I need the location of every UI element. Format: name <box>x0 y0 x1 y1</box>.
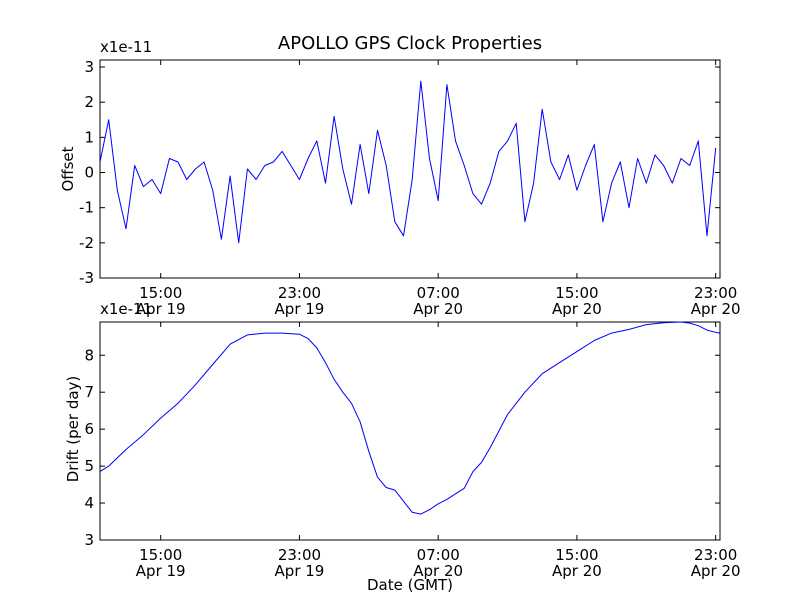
offset-ytick-label: 0 <box>84 164 94 182</box>
chart-title: APOLLO GPS Clock Properties <box>277 33 543 54</box>
offset-series-line <box>99 80 717 244</box>
drift-ytick-label: 8 <box>84 346 94 364</box>
drift-xtick-date: Apr 19 <box>136 562 186 580</box>
offset-ytick-label: 1 <box>84 128 94 146</box>
offset-xtick-time: 15:00 <box>139 284 182 302</box>
offset-xtick-date: Apr 19 <box>275 300 325 318</box>
offset-plot-frame <box>99 59 721 279</box>
offset-ytick-label: 2 <box>84 93 94 111</box>
bottom-scale-label: x1e-11 <box>100 300 153 318</box>
offset-xtick-date: Apr 20 <box>691 300 741 318</box>
drift-ytick-label: 7 <box>84 383 94 401</box>
drift-xtick-time: 07:00 <box>417 546 460 564</box>
drift-xtick-date: Apr 20 <box>413 562 463 580</box>
offset-xtick-time: 23:00 <box>694 284 737 302</box>
offset-xtick-time: 23:00 <box>278 284 321 302</box>
offset-ytick-label: -3 <box>79 269 94 287</box>
drift-ytick-label: 6 <box>84 420 94 438</box>
offset-ytick-label: -1 <box>79 199 94 217</box>
drift-xtick-time: 23:00 <box>694 546 737 564</box>
drift-xtick-date: Apr 20 <box>691 562 741 580</box>
offset-ytick-label: -2 <box>79 234 94 252</box>
drift-xtick-time: 23:00 <box>278 546 321 564</box>
drift-series-line <box>99 321 721 515</box>
drift-plot-frame <box>99 321 721 541</box>
offset-ytick-label: 3 <box>84 58 94 76</box>
offset-xtick-date: Apr 20 <box>552 300 602 318</box>
drift-ytick-label: 3 <box>84 531 94 549</box>
offset-xtick-time: 07:00 <box>417 284 460 302</box>
drift-xtick-date: Apr 19 <box>275 562 325 580</box>
top-scale-label: x1e-11 <box>100 38 153 56</box>
drift-xtick-date: Apr 20 <box>552 562 602 580</box>
offset-xtick-date: Apr 19 <box>136 300 186 318</box>
offset-xtick-time: 15:00 <box>555 284 598 302</box>
drift-xtick-time: 15:00 <box>555 546 598 564</box>
drift-xtick-time: 15:00 <box>139 546 182 564</box>
drift-ytick-label: 4 <box>84 494 94 512</box>
drift-ytick-label: 5 <box>84 457 94 475</box>
x-axis-label: Date (GMT) <box>366 576 454 594</box>
offset-xtick-date: Apr 20 <box>413 300 463 318</box>
